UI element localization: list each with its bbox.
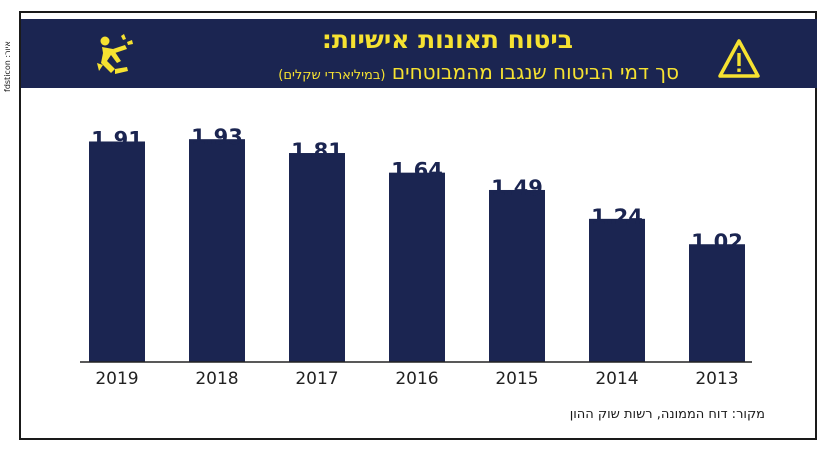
value-label-2018: 1.93 bbox=[191, 125, 243, 149]
x-tick-2013: 2013 bbox=[695, 369, 738, 389]
chart-subtitle: סך דמי הביטוח שנגבו מהמבוטחים (במיליארדי… bbox=[278, 60, 679, 88]
value-label-2016: 1.64 bbox=[391, 159, 443, 183]
bars-group bbox=[89, 139, 745, 362]
bar-2017 bbox=[289, 153, 345, 362]
subtitle-text: סך דמי הביטוח שנגבו מהמבוטחים bbox=[391, 60, 679, 84]
x-tick-2016: 2016 bbox=[395, 369, 438, 389]
x-tick-2018: 2018 bbox=[195, 369, 238, 389]
bar-2015 bbox=[489, 189, 545, 362]
falling-person-icon bbox=[97, 34, 133, 74]
value-label-2019: 1.91 bbox=[91, 127, 143, 151]
value-label-2013: 1.02 bbox=[691, 230, 743, 254]
value-labels-group: 1.91 1.93 1.81 1.64 1.49 1.24 1.02 bbox=[91, 125, 743, 254]
warning-icon bbox=[718, 39, 760, 78]
bar-2018 bbox=[189, 139, 245, 362]
x-tick-2014: 2014 bbox=[595, 369, 638, 389]
bar-2013 bbox=[689, 244, 745, 362]
chart-title: ביטוח תאונות אישיות: bbox=[321, 25, 573, 54]
value-label-2015: 1.49 bbox=[491, 176, 543, 200]
unit-label: (במיליארדי שקלים) bbox=[278, 68, 386, 83]
source-note: מקור: דוח הממונה, רשות שוק ההון bbox=[569, 407, 765, 422]
value-label-2014: 1.24 bbox=[591, 205, 643, 229]
header-banner bbox=[21, 19, 817, 88]
x-tick-2017: 2017 bbox=[295, 369, 338, 389]
bar-2019 bbox=[89, 141, 145, 362]
x-tick-2015: 2015 bbox=[495, 369, 538, 389]
value-label-2017: 1.81 bbox=[291, 139, 343, 163]
bar-2014 bbox=[589, 218, 645, 362]
bar-2016 bbox=[389, 172, 445, 362]
x-tick-2019: 2019 bbox=[95, 369, 138, 389]
x-tick-labels-group: 2019 2018 2017 2016 2015 2014 2013 bbox=[95, 369, 738, 389]
